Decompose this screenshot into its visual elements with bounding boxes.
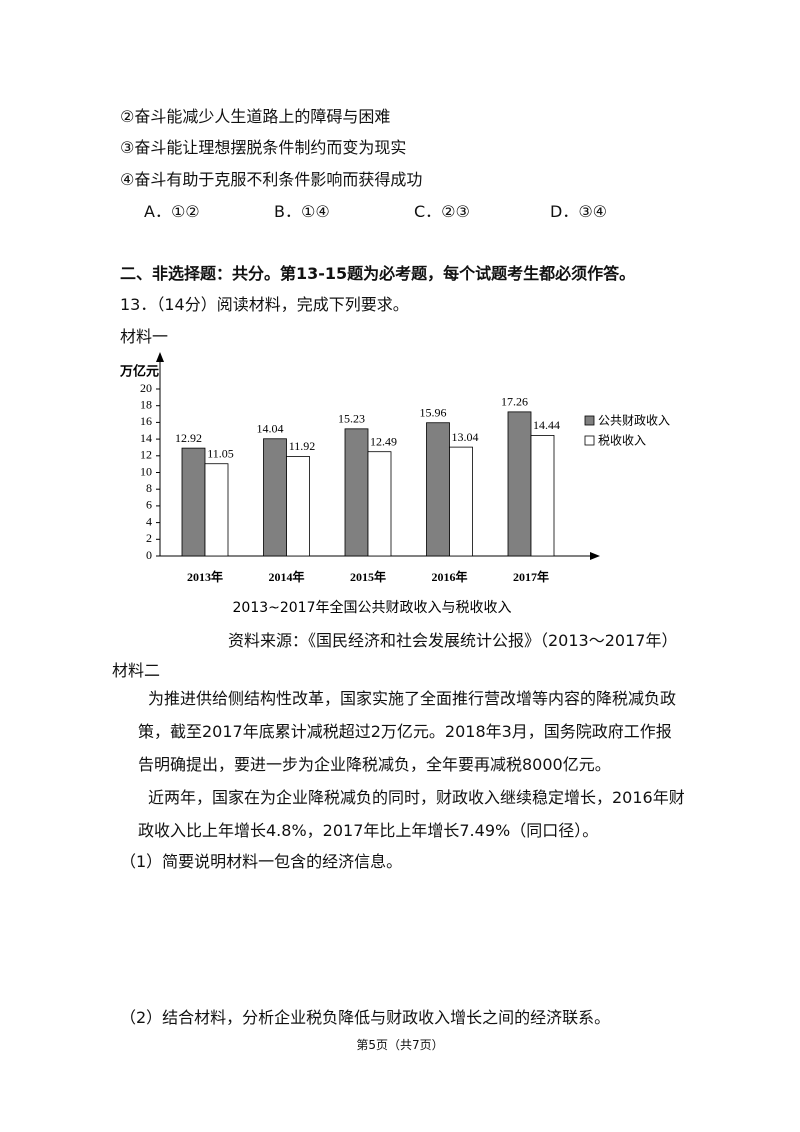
source: 资料来源：《国民经济和社会发展统计公报》（2013～2017年） xyxy=(228,631,678,650)
x-tick-label: 2014年 xyxy=(268,569,304,584)
option: ④奋斗有助于克服不利条件影响而获得成功 xyxy=(120,170,423,189)
y-tick-label: 12 xyxy=(140,448,152,462)
choice: A．①② xyxy=(144,202,200,221)
y-tick-label: 6 xyxy=(146,498,152,512)
chart: 万亿元 2013~2017年全国公共财政收入与税收收入 0 2 4 6 8 10 12 14 1… xyxy=(119,352,670,616)
bar xyxy=(426,422,450,557)
x-tick-label: 2013年 xyxy=(187,569,223,584)
x-tick-label: 2015年 xyxy=(350,569,386,584)
bar xyxy=(204,463,229,557)
data-label: 12.49 xyxy=(370,434,397,448)
data-label: 14.04 xyxy=(257,422,284,436)
chart-title: 2013~2017年全国公共财政收入与税收收入 xyxy=(233,599,512,616)
data-label: 11.92 xyxy=(289,439,316,453)
footer: 第5页（共7页） xyxy=(356,1038,444,1052)
bar xyxy=(344,428,369,557)
data-label: 14.44 xyxy=(533,418,560,432)
bar xyxy=(181,447,206,557)
legend-swatch xyxy=(584,435,595,446)
choice: D．③④ xyxy=(550,202,608,221)
y-tick-label: 20 xyxy=(140,381,152,395)
y-tick-label: 2 xyxy=(146,531,152,545)
y-tick-label: 16 xyxy=(140,414,152,428)
subquestion: （1）简要说明材料一包含的经济信息。 xyxy=(120,852,403,871)
paragraph: 为推进供给侧结构性改革，国家实施了全面推行营改增等内容的降税减负政策，截至201… xyxy=(138,689,677,774)
choice: C．②③ xyxy=(414,202,470,221)
y-unit-label: 万亿元 xyxy=(119,364,159,380)
data-label: 12.92 xyxy=(175,431,202,445)
material-label: 材料一 xyxy=(120,327,169,346)
y-tick-label: 18 xyxy=(140,397,152,411)
paragraph: 近两年，国家在为企业降税减负的同时，财政收入继续稳定增长，2016年财政收入比上… xyxy=(138,788,685,840)
legend-label: 公共财政收入 xyxy=(598,414,670,428)
bar xyxy=(530,435,555,557)
x-tick-label: 2016年 xyxy=(431,569,467,584)
bar xyxy=(507,411,532,557)
y-tick-label: 8 xyxy=(146,481,152,495)
data-label: 15.96 xyxy=(420,405,447,419)
axis-arrow xyxy=(156,352,164,362)
bar xyxy=(286,456,310,557)
option: ②奋斗能减少人生道路上的障碍与困难 xyxy=(120,107,391,126)
y-tick-label: 14 xyxy=(140,431,152,445)
legend-label: 税收收入 xyxy=(598,434,646,448)
y-tick-label: 0 xyxy=(146,548,152,562)
bar xyxy=(449,446,473,557)
material-label: 材料二 xyxy=(112,661,161,680)
legend-swatch xyxy=(584,415,595,426)
data-label: 11.05 xyxy=(207,446,234,460)
data-label: 15.23 xyxy=(338,412,365,426)
bar xyxy=(367,451,392,557)
option: ③奋斗能让理想摆脱条件制约而变为现实 xyxy=(120,138,407,157)
section-heading: 二、非选择题：共分。第13-15题为必考题，每个试题考生都必须作答。 xyxy=(120,264,636,283)
subquestion: （2）结合材料，分析企业税负降低与财政收入增长之间的经济联系。 xyxy=(120,1008,611,1027)
y-tick-label: 10 xyxy=(140,464,152,478)
question: 13．（14分）阅读材料，完成下列要求。 xyxy=(120,295,409,314)
axis-arrow xyxy=(590,552,600,560)
x-tick-label: 2017年 xyxy=(513,569,549,584)
data-label: 17.26 xyxy=(501,395,528,409)
choice: B．①④ xyxy=(274,202,330,221)
data-label: 13.04 xyxy=(452,430,479,444)
y-tick-label: 4 xyxy=(146,514,152,528)
bar xyxy=(263,438,287,557)
